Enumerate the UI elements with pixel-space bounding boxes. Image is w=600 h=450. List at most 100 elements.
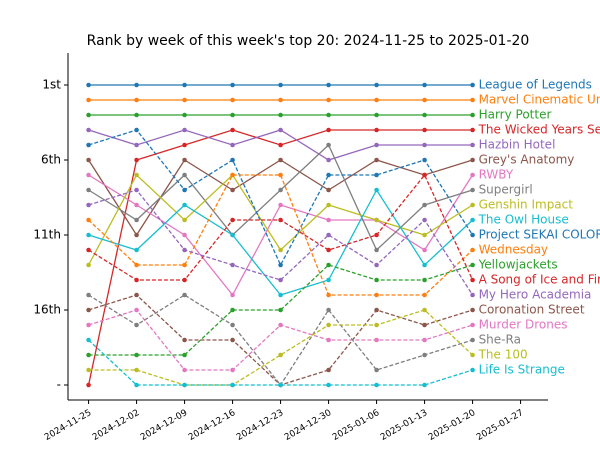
- point: [326, 367, 331, 373]
- point: [470, 262, 475, 268]
- point: [374, 142, 379, 148]
- point: [374, 367, 379, 373]
- point: [86, 202, 91, 208]
- legend-label: League of Legends: [479, 78, 592, 92]
- point: [278, 97, 283, 103]
- series-line: [87, 129, 473, 386]
- point: [134, 97, 139, 103]
- x-tick-label: 2024-12-30: [283, 408, 334, 443]
- point: [374, 112, 379, 118]
- series-line: [88, 174, 474, 297]
- point: [326, 247, 331, 253]
- point: [326, 187, 331, 193]
- chart-title: Rank by week of this week's top 20: 2024…: [87, 33, 530, 49]
- point: [470, 322, 475, 328]
- point: [326, 382, 331, 388]
- point: [230, 367, 235, 373]
- legend-label: Project SEKAI COLORFUL STAGE: [479, 228, 600, 242]
- point: [86, 307, 91, 313]
- legend-label: Life Is Strange: [479, 363, 565, 377]
- point: [422, 217, 427, 223]
- point: [182, 337, 187, 343]
- point: [230, 322, 235, 328]
- point: [134, 292, 139, 298]
- point: [422, 247, 427, 253]
- point: [230, 382, 235, 388]
- y-tick-label: 11th: [33, 228, 61, 242]
- point: [278, 187, 283, 193]
- point: [422, 307, 427, 313]
- point: [374, 157, 379, 163]
- legend-label: A Song of Ice and Fire: [479, 273, 600, 287]
- point: [86, 217, 91, 223]
- x-tick-label: 2024-12-23: [235, 408, 285, 443]
- series-line: [88, 339, 473, 386]
- point: [230, 187, 235, 193]
- point: [86, 82, 91, 88]
- point: [278, 112, 283, 118]
- point: [422, 142, 427, 148]
- point: [374, 217, 379, 223]
- point: [230, 82, 235, 88]
- point: [278, 217, 283, 223]
- point: [326, 232, 331, 238]
- point: [326, 262, 331, 268]
- point: [470, 127, 475, 133]
- point: [278, 307, 283, 313]
- point: [182, 202, 187, 208]
- point: [422, 262, 427, 268]
- x-tick-label: 2025-01-27: [475, 408, 525, 443]
- point: [470, 367, 475, 373]
- point: [374, 337, 379, 343]
- point: [182, 247, 187, 253]
- point: [230, 127, 235, 133]
- point: [422, 232, 427, 238]
- point: [86, 97, 91, 103]
- point: [470, 187, 475, 193]
- point: [470, 217, 475, 223]
- point: [134, 157, 139, 163]
- point: [86, 337, 91, 343]
- legend-label: The 100: [478, 348, 528, 362]
- point: [278, 157, 283, 163]
- y-tick-label: -: [57, 378, 61, 392]
- point: [422, 157, 427, 163]
- point: [422, 337, 427, 343]
- point: [134, 382, 139, 388]
- point: [134, 307, 139, 313]
- point: [134, 247, 139, 253]
- point: [374, 97, 379, 103]
- legend-label: Wednesday: [479, 243, 548, 257]
- point: [134, 172, 139, 178]
- legend-label: Marvel Cinematic Universe: [479, 93, 600, 107]
- series-line: [88, 129, 474, 267]
- point: [374, 382, 379, 388]
- x-tick-label: 2024-12-09: [139, 408, 190, 443]
- point: [470, 337, 475, 343]
- series-line: [88, 309, 474, 386]
- point: [422, 202, 427, 208]
- point: [278, 202, 283, 208]
- point: [278, 247, 283, 253]
- point: [230, 142, 235, 148]
- point: [326, 217, 331, 223]
- point: [278, 382, 283, 388]
- point: [182, 217, 187, 223]
- point: [278, 82, 283, 88]
- series-line: [88, 189, 474, 296]
- point: [182, 172, 187, 178]
- point: [374, 262, 379, 268]
- point: [182, 292, 187, 298]
- point: [470, 292, 475, 298]
- point: [470, 277, 475, 283]
- point: [182, 382, 187, 388]
- point: [182, 127, 187, 133]
- point: [86, 127, 91, 133]
- point: [470, 307, 475, 313]
- point: [470, 157, 475, 163]
- point: [470, 352, 475, 358]
- point: [326, 97, 331, 103]
- legend-label: Supergirl: [479, 183, 533, 197]
- point: [374, 292, 379, 298]
- point: [182, 97, 187, 103]
